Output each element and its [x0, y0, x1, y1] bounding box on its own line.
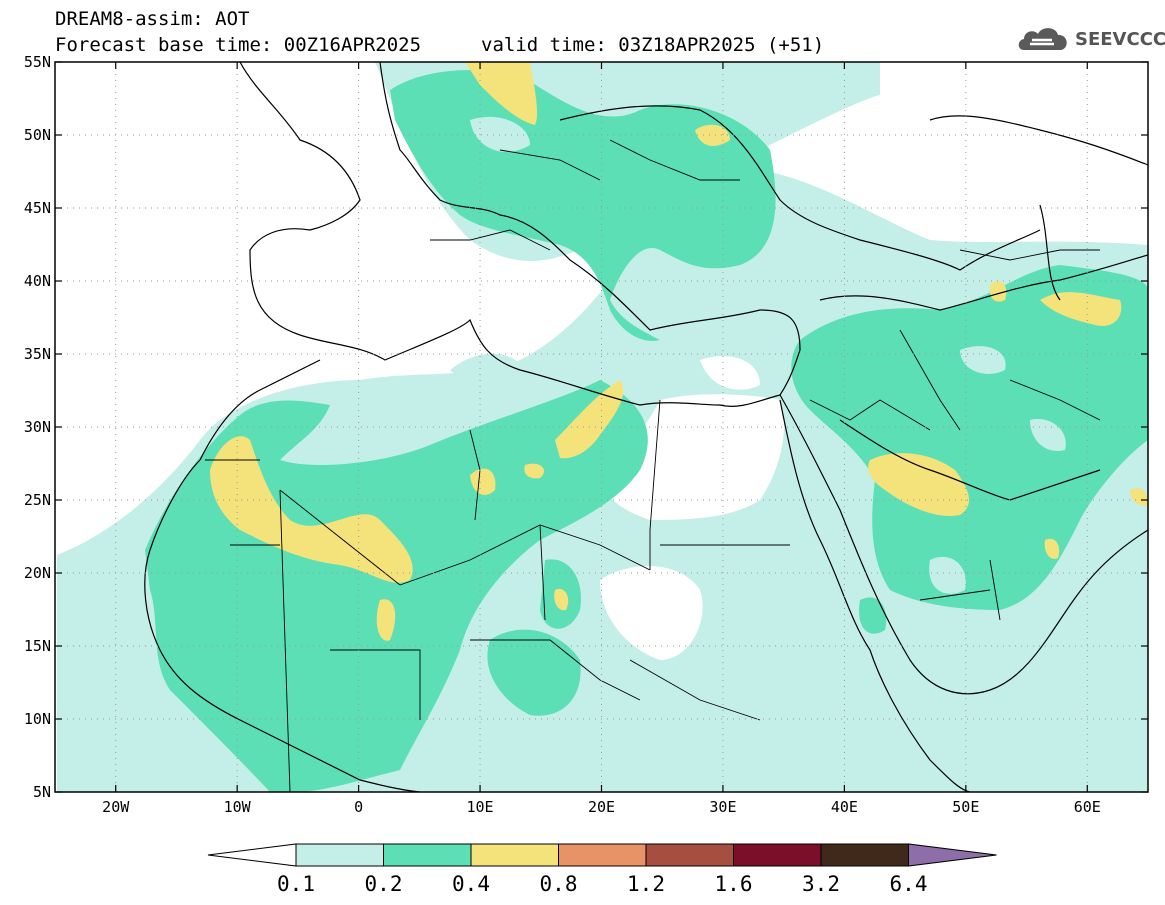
lat-tick-label: 40N: [24, 272, 51, 290]
colorbar-level-label: 1.2: [627, 872, 665, 896]
lon-tick-label: 20E: [588, 798, 615, 816]
coastlines: [144, 62, 1148, 792]
lon-tick-label: 50E: [952, 798, 979, 816]
lat-axis: 55N 50N 45N 40N 35N 30N 25N 20N 15N 10N 5N: [24, 53, 1148, 801]
lon-tick-label: 0: [354, 798, 363, 816]
colorbar-level-label: 0.1: [277, 872, 315, 896]
colorbar: 0.1 0.2 0.4 0.8 1.2 1.6 3.2 6.4: [207, 843, 997, 896]
lon-tick-label: 20W: [102, 798, 130, 816]
lon-tick-label: 10E: [467, 798, 494, 816]
colorbar-arrow-high: [908, 843, 997, 867]
colorbar-level-label: 0.4: [452, 872, 490, 896]
colorbar-box: [470, 843, 559, 867]
colorbar-box: [383, 843, 472, 867]
lat-tick-label: 20N: [24, 564, 51, 582]
colorbar-box: [558, 843, 647, 867]
logo-text: SEEVCCC: [1075, 28, 1165, 50]
aot-field: [57, 62, 1148, 792]
lat-tick-label: 5N: [33, 783, 51, 801]
borders: [205, 139, 1101, 792]
lon-axis: 20W 10W 0 10E 20E 30E 40E 50E 60E: [102, 62, 1101, 816]
colorbar-box: [820, 843, 909, 867]
lat-tick-label: 30N: [24, 418, 51, 436]
lat-tick-label: 35N: [24, 345, 51, 363]
lon-tick-label: 60E: [1074, 798, 1101, 816]
aot-band-0.4: [210, 62, 1148, 641]
colorbar-level-label: 6.4: [890, 872, 928, 896]
colorbar-level-label: 3.2: [802, 872, 840, 896]
lat-tick-label: 25N: [24, 491, 51, 509]
valid-time: valid time: 03Z18APR2025 (+51): [481, 34, 825, 56]
colorbar-level-label: 0.2: [365, 872, 403, 896]
forecast-base-time: Forecast base time: 00Z16APR2025: [55, 34, 422, 56]
seevccc-logo: SEEVCCC: [1016, 24, 1165, 54]
lon-tick-label: 40E: [831, 798, 858, 816]
colorbar-arrow-low: [207, 843, 297, 867]
chart-title: DREAM8-assim: AOT: [55, 8, 250, 30]
lat-tick-label: 45N: [24, 199, 51, 217]
colorbar-box: [645, 843, 734, 867]
cloud-icon: [1018, 28, 1067, 50]
lat-tick-label: 15N: [24, 637, 51, 655]
lat-tick-label: 50N: [24, 126, 51, 144]
aot-holes: [470, 116, 1066, 594]
colorbar-level-label: 1.6: [715, 872, 753, 896]
lat-tick-label: 55N: [24, 53, 51, 71]
lon-tick-label: 10W: [224, 798, 252, 816]
lon-tick-label: 30E: [709, 798, 736, 816]
colorbar-level-label: 0.8: [540, 872, 578, 896]
colorbar-box: [295, 843, 384, 867]
lat-tick-label: 10N: [24, 710, 51, 728]
gridlines: [55, 62, 1148, 792]
colorbar-box: [733, 843, 822, 867]
